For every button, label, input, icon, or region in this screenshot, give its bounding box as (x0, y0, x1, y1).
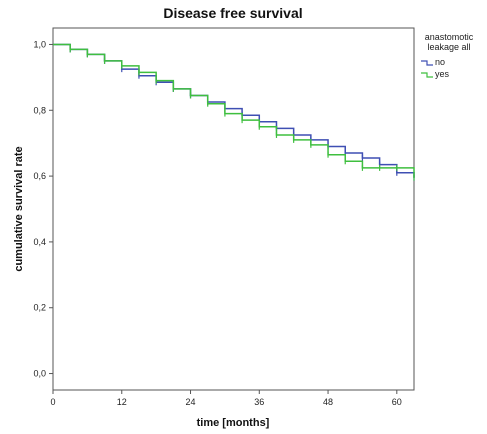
x-tick-label: 60 (392, 397, 402, 407)
legend-items: no yes (421, 57, 450, 79)
legend-title-line-1: anastomotic (425, 32, 474, 42)
series-layer (53, 43, 415, 181)
x-tick-label: 48 (323, 397, 333, 407)
series-no-line (53, 43, 415, 178)
y-tick-label: 0,0 (33, 369, 46, 379)
x-tick-label: 0 (50, 397, 55, 407)
x-tick-label: 24 (186, 397, 196, 407)
y-tick-label: 0,6 (33, 171, 46, 181)
legend-no-label: no (435, 57, 445, 67)
legend-title-line-2: leakage all (427, 42, 470, 52)
legend: anastomotic leakage all no yes (421, 32, 474, 79)
y-tick-label: 0,2 (33, 303, 46, 313)
chart-title: Disease free survival (163, 5, 302, 21)
x-axis-label: time [months] (197, 417, 270, 429)
legend-yes-swatch (421, 72, 433, 78)
plot-frame (52, 27, 415, 391)
x-axis: 0 12 24 36 48 60 (50, 390, 402, 407)
y-tick-label: 1,0 (33, 39, 46, 49)
y-axis: 0,0 0,2 0,4 0,6 0,8 1,0 (33, 39, 53, 379)
legend-no-swatch (421, 60, 433, 66)
legend-yes-label: yes (435, 69, 450, 79)
x-tick-label: 12 (117, 397, 127, 407)
y-tick-label: 0,8 (33, 105, 46, 115)
y-tick-label: 0,4 (33, 237, 46, 247)
series-yes-line (53, 43, 415, 178)
y-axis-label: cumulative survival rate (13, 146, 25, 271)
x-tick-label: 36 (254, 397, 264, 407)
